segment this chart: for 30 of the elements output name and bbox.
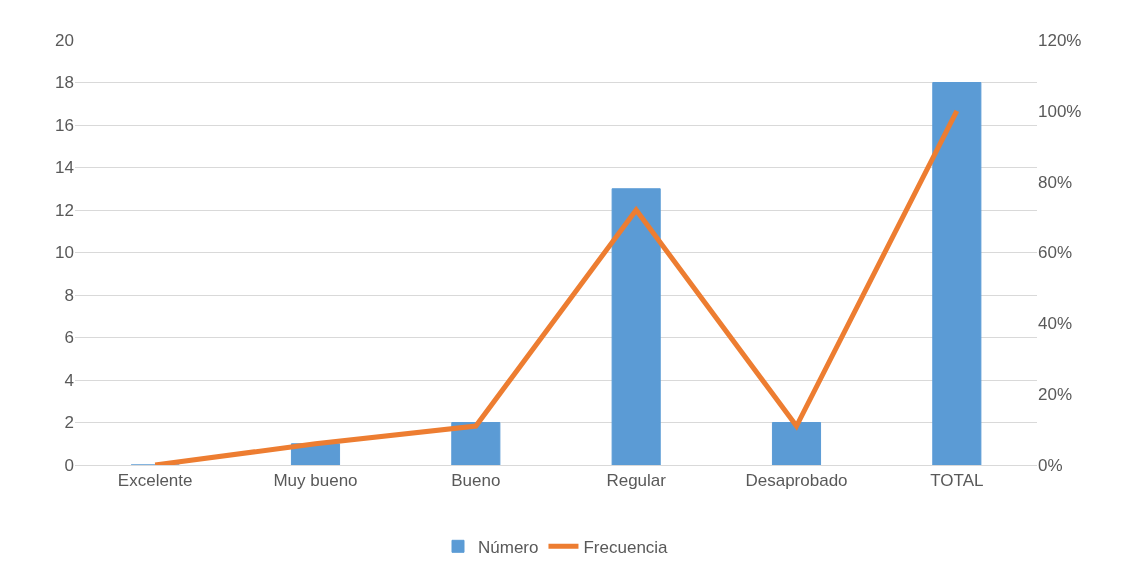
bar	[771, 422, 822, 465]
y-tick-label: 18	[55, 73, 74, 93]
y-tick-label: 16	[55, 115, 74, 135]
bar	[611, 188, 661, 465]
x-tick-label: Muy bueno	[273, 471, 358, 491]
x-tick-label: TOTAL	[930, 471, 984, 491]
legend-label: Frecuencia	[583, 537, 669, 557]
y-tick-label: 4	[64, 370, 74, 390]
bar	[932, 82, 982, 465]
y2-tick-label: 80%	[1038, 172, 1073, 192]
bar	[451, 422, 501, 465]
y2-tick-label: 0%	[1038, 455, 1063, 475]
y2-tick-label: 120%	[1038, 30, 1082, 50]
y-tick-label: 10	[55, 243, 74, 263]
y-tick-label: 20	[55, 30, 74, 50]
y2-tick-label: 20%	[1038, 385, 1073, 405]
x-tick-label: Desaprobado	[745, 471, 848, 491]
y-tick-label: 6	[64, 328, 74, 348]
x-tick-label: Bueno	[451, 471, 501, 491]
legend-label: Número	[478, 537, 539, 557]
x-tick-label: Regular	[606, 471, 667, 491]
y-tick-label: 12	[55, 200, 74, 220]
y-tick-label: 0	[64, 455, 74, 475]
y2-tick-label: 100%	[1038, 101, 1082, 121]
y2-tick-label: 40%	[1038, 314, 1073, 334]
x-tick-label: Excelente	[117, 471, 193, 491]
y-tick-label: 14	[55, 158, 74, 178]
y-tick-label: 8	[64, 285, 74, 305]
y2-tick-label: 60%	[1038, 243, 1073, 263]
y-tick-label: 2	[64, 413, 74, 433]
